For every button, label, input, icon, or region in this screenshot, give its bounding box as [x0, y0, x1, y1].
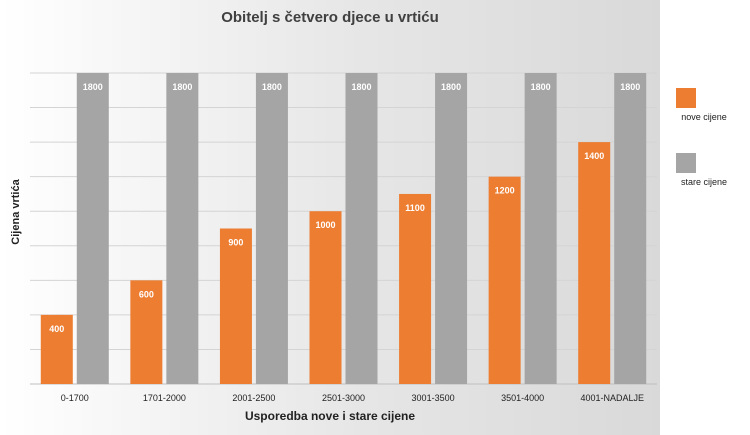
- bar-nove-cijene: [130, 280, 163, 384]
- legend-swatch-stare-cijene: [676, 153, 696, 173]
- data-label-stare-cijene: 1800: [262, 82, 282, 92]
- data-label-stare-cijene: 1800: [531, 82, 551, 92]
- data-label-stare-cijene: 1800: [351, 82, 371, 92]
- bar-nove-cijene: [309, 211, 342, 384]
- y-axis-title: Cijena vrtića: [10, 178, 22, 244]
- bar-stare-cijene: [614, 73, 647, 384]
- legend-item-nove-cijene: nove cijene: [664, 85, 744, 150]
- data-label-nove-cijene: 400: [49, 324, 64, 334]
- bar-stare-cijene: [166, 73, 199, 384]
- legend: nove cijene stare cijene: [664, 85, 744, 215]
- bar-stare-cijene: [255, 73, 288, 384]
- data-label-nove-cijene: 1200: [495, 186, 515, 196]
- bar-nove-cijene: [488, 176, 521, 384]
- x-tick-label: 3501-4000: [501, 393, 544, 403]
- legend-label-stare-cijene: stare cijene: [680, 177, 728, 187]
- data-label-nove-cijene: 1100: [405, 203, 425, 213]
- legend-item-stare-cijene: stare cijene: [664, 150, 744, 215]
- data-label-stare-cijene: 1800: [172, 82, 192, 92]
- legend-label-nove-cijene: nove cijene: [681, 112, 727, 122]
- data-label-nove-cijene: 1000: [315, 220, 335, 230]
- bar-nove-cijene: [40, 314, 73, 384]
- data-label-nove-cijene: 1400: [584, 151, 604, 161]
- x-tick-label: 2001-2500: [232, 393, 275, 403]
- x-tick-label: 1701-2000: [143, 393, 186, 403]
- x-axis-title: Usporedba nove i stare cijene: [245, 409, 415, 423]
- data-label-stare-cijene: 1800: [83, 82, 103, 92]
- x-tick-label: 2501-3000: [322, 393, 365, 403]
- data-label-stare-cijene: 1800: [441, 82, 461, 92]
- data-label-nove-cijene: 600: [139, 289, 154, 299]
- bar-stare-cijene: [524, 73, 557, 384]
- bars: [40, 73, 647, 384]
- legend-swatch-nove-cijene: [676, 88, 696, 108]
- bar-nove-cijene: [219, 228, 252, 384]
- data-labels: 400 1800 600 1800 900 1800 1000 1800 1100 1800 120…: [49, 82, 640, 334]
- bar-stare-cijene: [345, 73, 378, 384]
- x-tick-label: 4001-NADALJE: [580, 393, 644, 403]
- bar-stare-cijene: [435, 73, 468, 384]
- bar-nove-cijene: [578, 142, 611, 384]
- chart-title: Obitelj s četvero djece u vrtiću: [221, 9, 439, 26]
- x-tick-label: 3001-3500: [412, 393, 455, 403]
- bar-stare-cijene: [76, 73, 109, 384]
- x-tick-labels: 0-1700 1701-2000 2001-2500 2501-3000 3001-35…: [61, 393, 644, 403]
- x-tick-label: 0-1700: [61, 393, 89, 403]
- bar-nove-cijene: [399, 193, 432, 384]
- data-label-stare-cijene: 1800: [620, 82, 640, 92]
- data-label-nove-cijene: 900: [228, 238, 243, 248]
